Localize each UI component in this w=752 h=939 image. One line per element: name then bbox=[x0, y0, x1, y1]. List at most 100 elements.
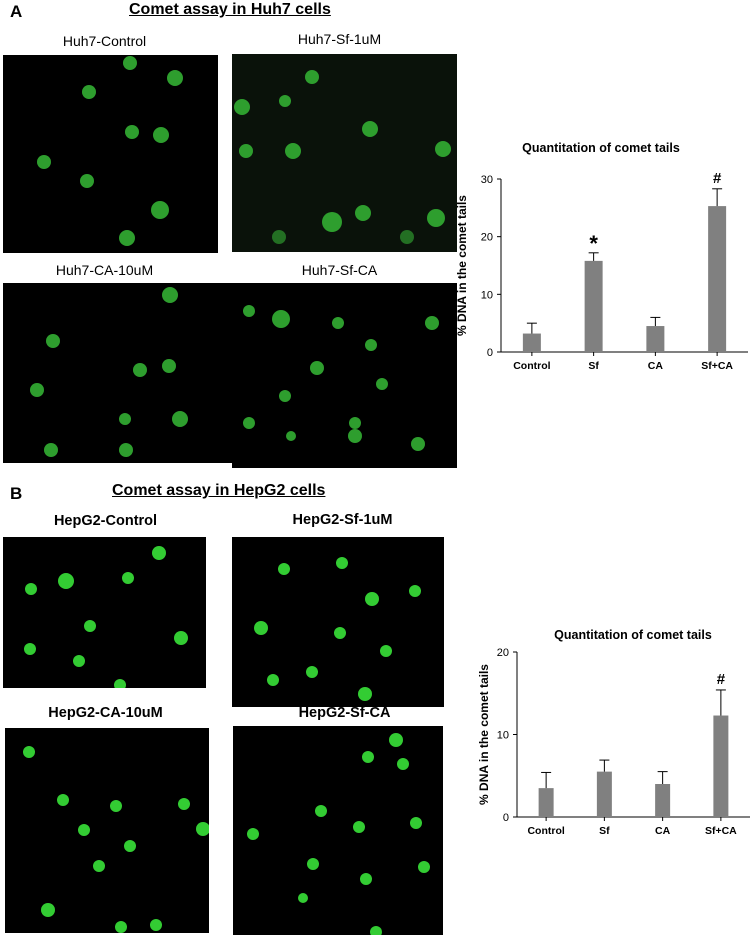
y-tick-label: 0 bbox=[487, 347, 493, 359]
nucleus bbox=[418, 861, 430, 873]
nucleus bbox=[360, 873, 372, 885]
bar-ca bbox=[655, 784, 671, 817]
nucleus bbox=[153, 127, 169, 143]
nucleus bbox=[239, 144, 253, 158]
bar-sf bbox=[596, 771, 612, 817]
image-label-huh7-ca: Huh7-CA-10uM bbox=[55, 262, 154, 278]
nucleus bbox=[125, 125, 139, 139]
x-tick-label: Control bbox=[513, 360, 550, 372]
panel-a-title: Comet assay in Huh7 cells bbox=[129, 1, 331, 18]
y-axis-label: % DNA in the comet tails bbox=[455, 195, 469, 336]
significance-marker: # bbox=[717, 671, 726, 688]
chart-b-svg: 0 10 20 % DNA in the comet tails Control Sf CA… bbox=[477, 647, 750, 837]
nucleus bbox=[409, 585, 421, 597]
nucleus bbox=[435, 141, 451, 157]
chart-b-title: Quantitation of comet tails bbox=[554, 628, 712, 642]
image-label-hepg2-sf-ca: HepG2-Sf-CA bbox=[298, 705, 391, 721]
nucleus bbox=[305, 70, 319, 84]
nucleus bbox=[355, 205, 371, 221]
nucleus bbox=[279, 95, 291, 107]
nucleus bbox=[315, 805, 327, 817]
nucleus bbox=[133, 363, 147, 377]
micrograph-huh7-sf-ca bbox=[232, 283, 457, 468]
nucleus bbox=[114, 679, 126, 688]
y-tick-label: 0 bbox=[503, 812, 509, 824]
x-tick-label: Sf bbox=[599, 825, 610, 837]
x-tick-label: Sf+CA bbox=[705, 825, 737, 837]
x-tick-label: CA bbox=[648, 360, 664, 372]
nucleus bbox=[151, 201, 169, 219]
y-tick-label: 20 bbox=[497, 647, 509, 659]
nucleus bbox=[410, 817, 422, 829]
nucleus bbox=[119, 230, 135, 246]
nucleus bbox=[46, 334, 60, 348]
panel-b-letter: B bbox=[10, 484, 23, 503]
nucleus bbox=[332, 317, 344, 329]
nucleus bbox=[272, 310, 290, 328]
nucleus bbox=[119, 443, 133, 457]
nucleus bbox=[84, 620, 96, 632]
y-axis-label: % DNA in the comet tails bbox=[477, 664, 491, 805]
x-tick-label: CA bbox=[655, 825, 671, 837]
nucleus bbox=[348, 429, 362, 443]
nucleus bbox=[123, 56, 137, 70]
nucleus bbox=[334, 627, 346, 639]
image-label-hepg2-sf: HepG2-Sf-1uM bbox=[292, 512, 393, 528]
chart-a-svg: 0 10 20 30 % DNA in the comet tails Control Sf… bbox=[455, 170, 748, 372]
significance-marker: * bbox=[589, 231, 598, 256]
nucleus bbox=[124, 840, 136, 852]
nucleus bbox=[306, 666, 318, 678]
nucleus bbox=[362, 751, 374, 763]
image-label-huh7-sf: Huh7-Sf-1uM bbox=[297, 31, 382, 47]
nucleus bbox=[80, 174, 94, 188]
nucleus bbox=[167, 70, 183, 86]
bar-control bbox=[522, 333, 541, 352]
nucleus bbox=[397, 758, 409, 770]
bar-control bbox=[538, 788, 554, 817]
nucleus bbox=[93, 860, 105, 872]
panel-b-title: Comet assay in HepG2 cells bbox=[112, 482, 326, 499]
nucleus bbox=[353, 821, 365, 833]
nucleus bbox=[152, 546, 166, 560]
nucleus bbox=[370, 926, 382, 935]
bar-ca bbox=[646, 326, 665, 352]
nucleus bbox=[119, 413, 131, 425]
nucleus bbox=[365, 339, 377, 351]
micrograph-hepg2-ca bbox=[5, 728, 209, 933]
nucleus bbox=[247, 828, 259, 840]
nucleus bbox=[425, 316, 439, 330]
x-tick-label: Sf+CA bbox=[701, 360, 733, 372]
nucleus bbox=[73, 655, 85, 667]
chart-a-title: Quantitation of comet tails bbox=[522, 141, 680, 155]
nucleus bbox=[162, 359, 176, 373]
nucleus bbox=[58, 573, 74, 589]
nucleus bbox=[178, 798, 190, 810]
bar-sf-ca bbox=[708, 206, 727, 352]
nucleus bbox=[286, 431, 296, 441]
nucleus bbox=[427, 209, 445, 227]
image-label-huh7-sf-ca: Huh7-Sf-CA bbox=[301, 262, 378, 278]
image-label-hepg2-ca: HepG2-CA-10uM bbox=[48, 705, 163, 721]
nucleus bbox=[174, 631, 188, 645]
nucleus bbox=[267, 674, 279, 686]
nucleus bbox=[279, 390, 291, 402]
nucleus bbox=[322, 212, 342, 232]
nucleus bbox=[243, 417, 255, 429]
nucleus bbox=[336, 557, 348, 569]
nucleus bbox=[24, 643, 36, 655]
panel-a-letter: A bbox=[10, 2, 23, 21]
nucleus bbox=[122, 572, 134, 584]
bar-sf bbox=[584, 260, 603, 352]
y-tick-label: 10 bbox=[497, 730, 509, 742]
nucleus bbox=[44, 443, 58, 457]
nucleus bbox=[349, 417, 361, 429]
nucleus bbox=[254, 621, 268, 635]
nucleus bbox=[272, 230, 286, 244]
nucleus bbox=[25, 583, 37, 595]
x-tick-label: Control bbox=[527, 825, 564, 837]
y-tick-label: 30 bbox=[481, 174, 493, 186]
nucleus bbox=[400, 230, 414, 244]
nucleus bbox=[110, 800, 122, 812]
bar-sf-ca bbox=[713, 715, 729, 817]
image-label-hepg2-control: HepG2-Control bbox=[53, 513, 158, 529]
